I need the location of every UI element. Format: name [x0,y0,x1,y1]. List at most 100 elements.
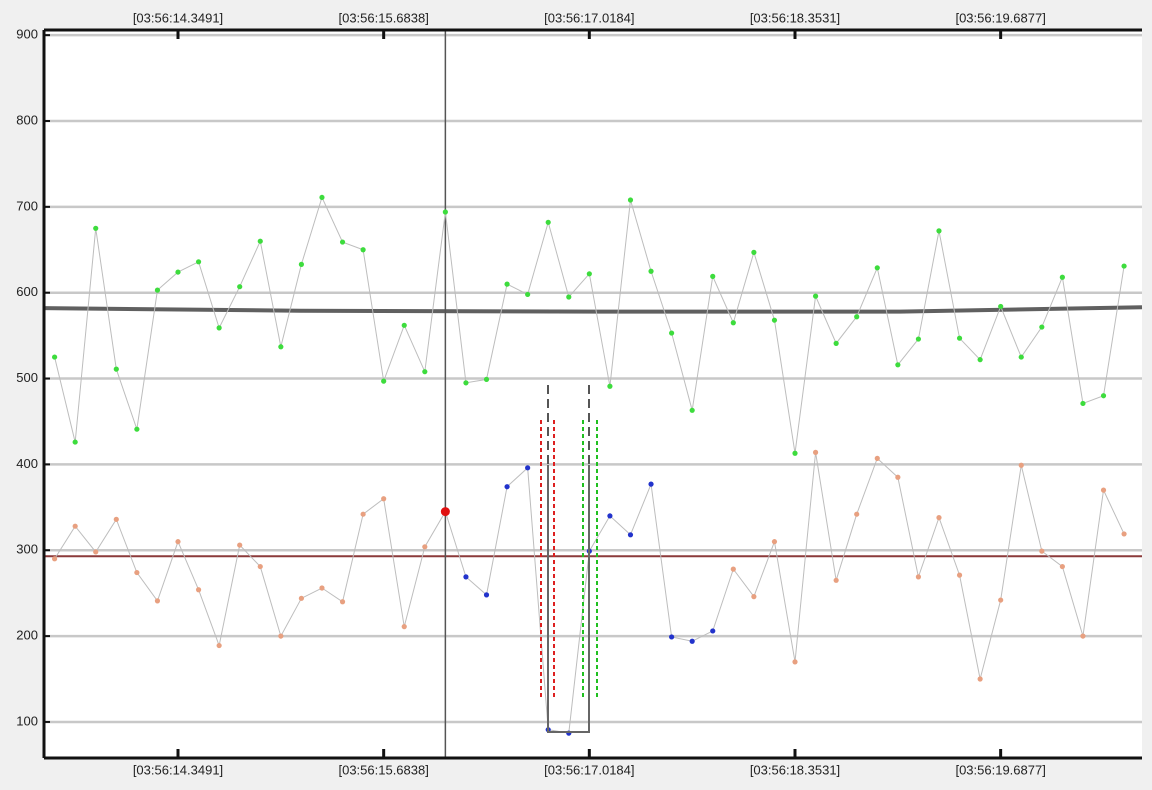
x-tick-label-bottom: [03:56:14.3491] [133,762,223,777]
data-point [401,624,407,630]
data-point [1121,531,1127,537]
x-tick-label-bottom: [03:56:19.6877] [955,762,1045,777]
x-tick-label-bottom: [03:56:18.3531] [750,762,840,777]
data-point [669,634,675,640]
data-point [237,542,243,548]
data-point [113,516,119,522]
data-point [401,322,407,328]
data-point [257,238,263,244]
data-point [915,574,922,580]
data-point [1080,633,1086,639]
y-tick-label: 200 [16,628,38,643]
data-point [360,247,366,253]
data-point [689,407,695,413]
data-point [319,585,325,591]
data-point [339,599,346,605]
data-point [956,335,963,341]
data-point [710,628,716,634]
data-point [956,572,963,578]
data-point [545,219,551,225]
data-point [298,261,304,267]
data-point [833,577,839,583]
data-point [72,439,78,445]
data-point [134,569,140,576]
data-point [440,507,450,517]
data-point [504,281,510,287]
data-point [730,566,736,572]
data-point [339,239,346,245]
data-point [751,594,757,600]
data-point [257,563,263,570]
plot-area [44,30,1142,758]
data-point [854,511,860,517]
data-point [360,511,366,517]
data-point [319,194,325,201]
data-point [874,455,880,461]
data-point [525,291,531,298]
y-tick-label: 800 [16,112,38,127]
data-point [298,595,304,601]
data-point [669,330,675,336]
data-point [237,284,243,290]
x-tick-label-top: [03:56:19.6877] [955,10,1045,25]
data-point [93,549,99,555]
data-point [1018,354,1024,360]
data-point [52,556,58,562]
x-tick-label-top: [03:56:17.0184] [544,10,634,25]
y-tick-label: 700 [16,198,38,213]
data-point [422,369,428,375]
data-point [792,450,798,456]
frame-layer: 100 200 300 400 500 600 700 800 900 [03:56:14.349… [16,10,1142,777]
data-point [627,532,634,538]
y-tick-label: 400 [16,456,38,471]
data-point [977,676,983,682]
bracket [547,465,590,733]
data-point [998,303,1004,310]
data-point [154,287,161,293]
y-tick-label: 100 [16,713,38,728]
data-point [771,539,778,545]
data-point [936,228,942,234]
data-point [648,268,654,274]
data-point [771,317,778,323]
data-point [525,465,531,471]
data-point [627,197,634,203]
data-point [52,354,58,360]
data-point [216,642,222,649]
data-point [998,597,1004,603]
data-point [812,293,819,299]
data-point [977,357,983,363]
data-point [278,344,284,350]
data-point [1059,563,1065,570]
data-point [1018,462,1024,468]
data-point [381,378,387,384]
data-point [278,633,284,639]
data-point [463,574,469,580]
data-point [936,515,942,521]
data-point [195,259,202,265]
y-tick-label: 500 [16,370,38,385]
data-point [833,340,839,346]
data-point [854,314,860,320]
x-tick-label-top: [03:56:18.3531] [750,10,840,25]
data-point [812,449,819,455]
data-point [175,539,181,545]
y-tick-label: 600 [16,284,38,299]
data-point [483,592,490,598]
data-point [381,496,387,502]
data-point [566,294,572,300]
data-point [483,376,490,383]
data-point [895,474,901,480]
data-point [1039,548,1045,554]
data-point [710,273,716,279]
data-point [1059,274,1065,280]
data-point [607,383,613,389]
x-tick-label-bottom: [03:56:17.0184] [544,762,634,777]
data-point [874,265,880,271]
data-point [134,426,140,432]
data-point [463,380,469,386]
data-point [1121,263,1127,269]
data-point [504,484,510,490]
